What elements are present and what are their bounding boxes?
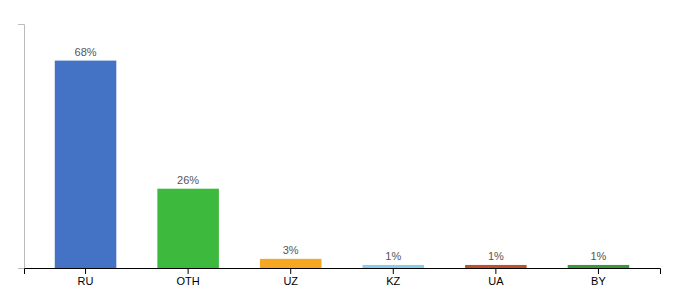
x-tick: RU — [78, 268, 94, 287]
data-label: 68% — [75, 46, 97, 58]
x-axis: RU OTH UZ KZ UA BY — [25, 268, 661, 287]
y-axis-line — [18, 25, 25, 269]
x-tick-label: KZ — [386, 275, 400, 287]
data-labels: 68% 26% 3% 1% 1% 1% — [75, 46, 607, 262]
data-label: 1% — [488, 250, 504, 262]
x-tick-label: BY — [591, 275, 606, 287]
x-tick: OTH — [177, 268, 200, 287]
x-tick-label: UZ — [283, 275, 298, 287]
x-tick-label: UA — [488, 275, 504, 287]
bar — [157, 189, 219, 268]
bar — [363, 265, 425, 268]
x-tick-line — [495, 268, 496, 274]
chart-svg: RU OTH UZ KZ UA BY 68% 26% 3% 1% 1% 1% — [0, 0, 680, 300]
x-tick-line — [393, 268, 394, 274]
x-tick-line — [188, 268, 189, 274]
x-tick-label: RU — [78, 275, 94, 287]
bar — [260, 259, 322, 268]
x-tick: UA — [488, 268, 504, 287]
plot-area: RU OTH UZ KZ UA BY 68% 26% 3% 1% 1% 1% — [18, 25, 661, 287]
x-tick-line — [598, 268, 599, 274]
bar — [55, 61, 117, 268]
chart-container: RU OTH UZ KZ UA BY 68% 26% 3% 1% 1% 1% — [0, 0, 680, 300]
data-label: 3% — [283, 244, 299, 256]
x-tick: UZ — [283, 268, 298, 287]
y-axis — [18, 25, 25, 269]
x-tick: BY — [591, 268, 606, 287]
data-label: 1% — [590, 250, 606, 262]
x-tick: KZ — [386, 268, 400, 287]
x-tick-line — [85, 268, 86, 274]
data-label: 1% — [385, 250, 401, 262]
x-tick-line — [290, 268, 291, 274]
x-tick-label: OTH — [177, 275, 200, 287]
data-label: 26% — [177, 174, 199, 186]
bar — [568, 265, 630, 268]
bars — [55, 61, 629, 268]
bar — [465, 265, 527, 268]
x-axis-line — [25, 269, 661, 275]
